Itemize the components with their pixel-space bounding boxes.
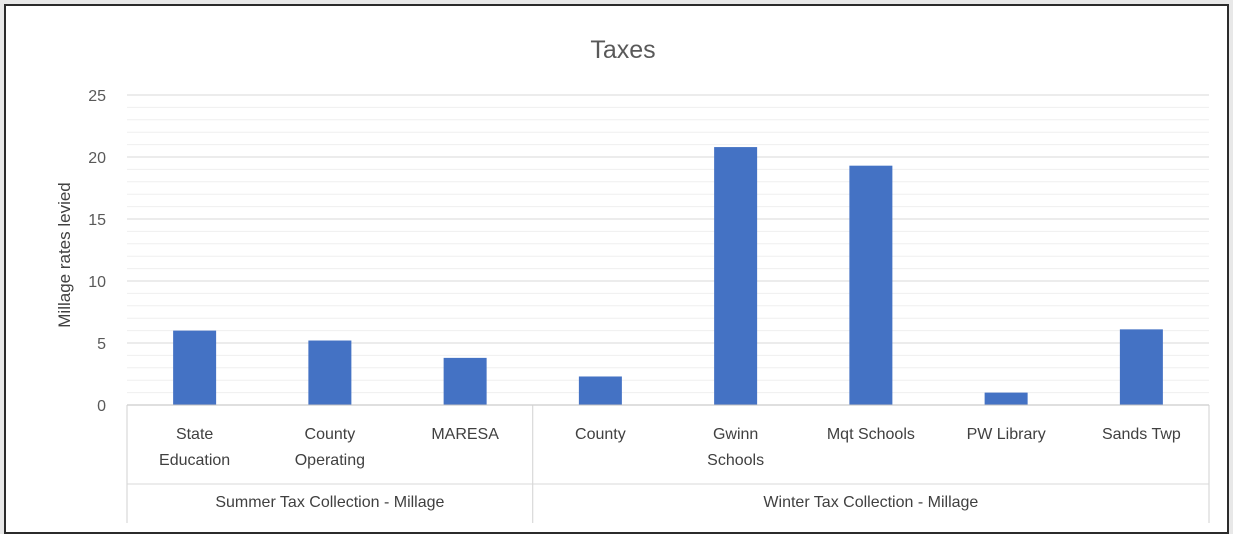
gridlines bbox=[127, 94, 1209, 394]
chart-area: Taxes 0 5 10 15 20 25 Millage rates levied St… bbox=[4, 4, 1229, 534]
x-axis bbox=[126, 404, 1210, 523]
bar bbox=[714, 147, 758, 405]
bar bbox=[984, 392, 1028, 405]
y-tick-label: 20 bbox=[88, 150, 106, 167]
bar bbox=[578, 376, 622, 405]
y-tick-label: 25 bbox=[88, 88, 106, 105]
y-tick-label: 15 bbox=[88, 212, 106, 229]
category-label: Operating bbox=[295, 452, 365, 469]
chart-svg: Taxes 0 5 10 15 20 25 Millage rates levied St… bbox=[55, 36, 1210, 523]
category-label: Schools bbox=[707, 452, 764, 469]
y-axis-tick-labels: 0 5 10 15 20 25 bbox=[88, 88, 106, 415]
bars bbox=[173, 147, 1163, 405]
group-label: Summer Tax Collection - Millage bbox=[215, 494, 444, 511]
category-label: Mqt Schools bbox=[827, 426, 915, 443]
bar bbox=[173, 330, 217, 405]
bar bbox=[1119, 329, 1163, 405]
y-tick-label: 0 bbox=[97, 398, 106, 415]
category-label: Education bbox=[159, 452, 230, 469]
category-label: Sands Twp bbox=[1102, 426, 1181, 443]
category-label: MARESA bbox=[431, 426, 499, 443]
bar bbox=[849, 165, 893, 405]
category-label: State bbox=[176, 426, 213, 443]
bar bbox=[443, 357, 487, 405]
category-label: PW Library bbox=[967, 426, 1046, 443]
category-label: County bbox=[305, 426, 356, 443]
y-tick-label: 10 bbox=[88, 274, 106, 291]
category-label: County bbox=[575, 426, 626, 443]
y-tick-label: 5 bbox=[97, 336, 106, 353]
chart-title: Taxes bbox=[590, 36, 655, 64]
category-labels: State Education County Operating MARESA Count… bbox=[159, 426, 1181, 469]
category-label: Gwinn bbox=[713, 426, 758, 443]
group-labels: Summer Tax Collection - Millage Winter Ta… bbox=[215, 494, 978, 511]
y-axis-label: Millage rates levied bbox=[55, 182, 74, 328]
group-label: Winter Tax Collection - Millage bbox=[763, 494, 978, 511]
bar bbox=[308, 340, 352, 405]
